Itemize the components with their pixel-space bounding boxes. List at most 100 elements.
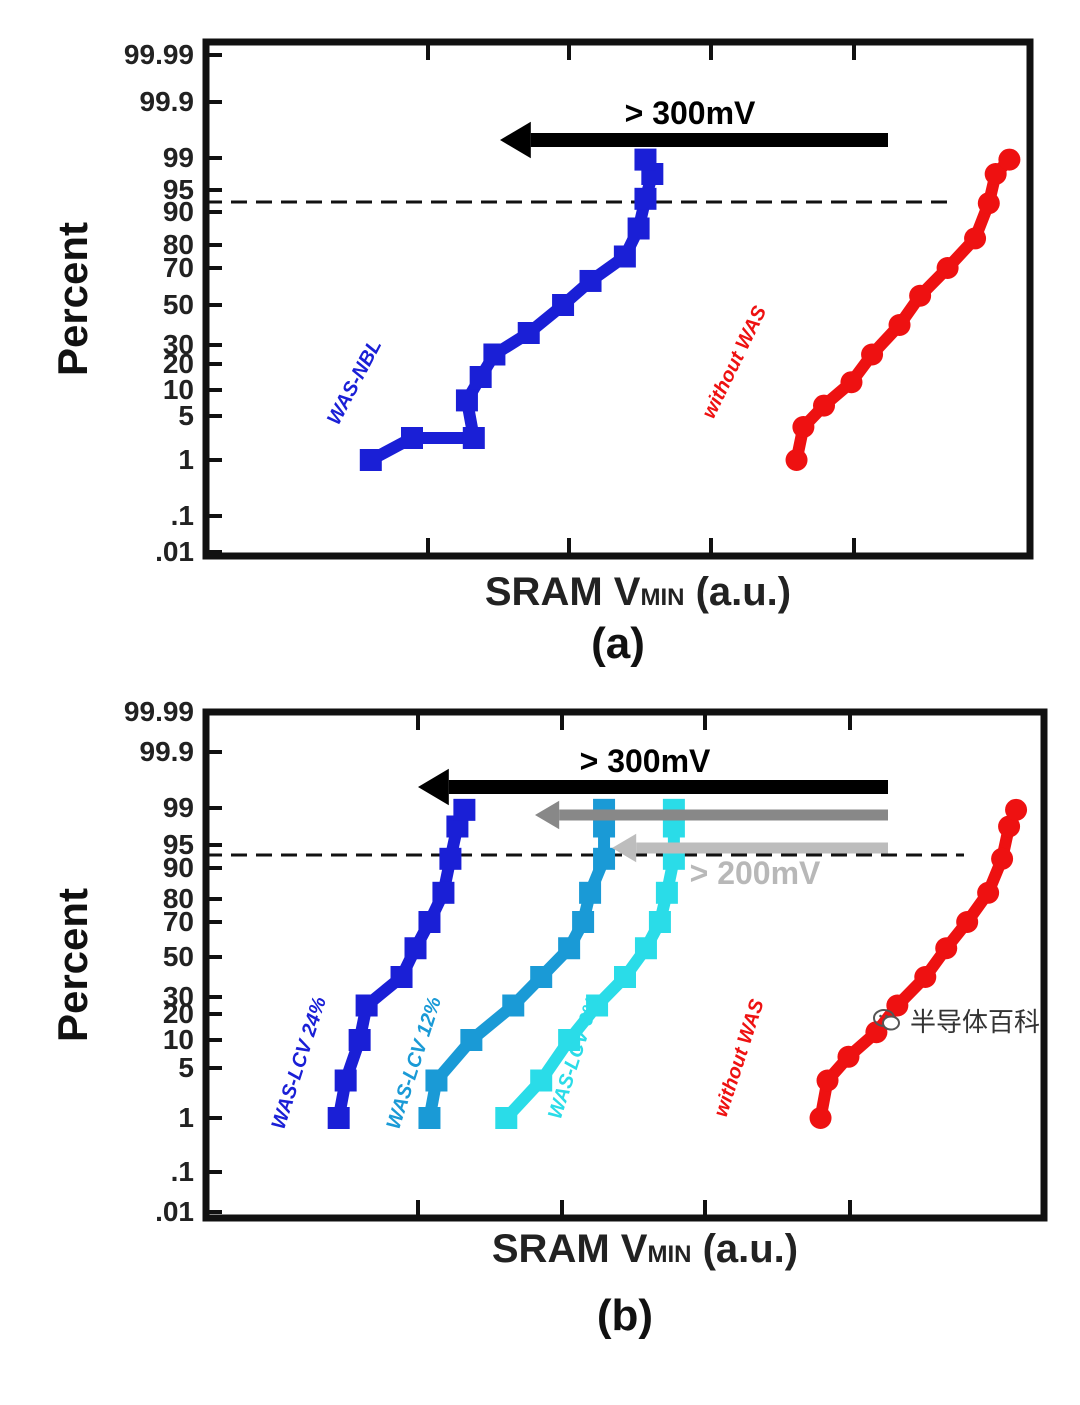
data-point [909, 284, 932, 307]
data-point [453, 798, 476, 821]
data-point [404, 937, 427, 960]
data-point [390, 966, 413, 988]
data-point [785, 449, 808, 471]
data-point [634, 148, 657, 171]
data-point [840, 371, 863, 394]
y-tick-label: 99 [163, 142, 194, 173]
y-tick-label: 95 [163, 174, 194, 205]
data-point [558, 937, 581, 960]
y-tick-label: 10 [163, 1024, 194, 1055]
y-tick-label: .01 [155, 1196, 194, 1227]
arrow-head [612, 833, 637, 863]
data-point [837, 1045, 860, 1068]
data-point [956, 911, 979, 933]
data-point [935, 937, 958, 960]
data-point [1005, 798, 1028, 821]
data-point [792, 416, 815, 438]
y-tick-label: 20 [163, 348, 194, 379]
data-point [446, 815, 469, 838]
y-tick-label: 90 [163, 196, 194, 227]
series-label: without WAS [698, 302, 772, 422]
data-point [460, 1029, 483, 1051]
data-point [469, 366, 492, 388]
series-label: WAS-LCV 24% [268, 994, 332, 1132]
y-tick-label: 70 [163, 252, 194, 283]
data-point [991, 847, 1014, 870]
y-tick-label: 99.9 [140, 86, 195, 117]
y-tick-label: 10 [163, 374, 194, 405]
data-point [634, 937, 657, 960]
data-point [558, 1029, 581, 1051]
y-tick-label: 30 [163, 329, 194, 360]
plot-frame [202, 38, 1034, 560]
plot-frame [202, 708, 1048, 1222]
annotation-label: > 300mV [580, 743, 711, 779]
y-tick-label: 1 [178, 444, 194, 475]
watermark-text: 半导体百科 [910, 1007, 1041, 1038]
data-point [977, 192, 1000, 215]
y-tick-label: 90 [163, 852, 194, 883]
data-point [627, 217, 650, 240]
y-tick-label: .01 [155, 536, 194, 567]
y-tick-label: 70 [163, 906, 194, 937]
series-was-lcv-12: WAS-LCV 12% [383, 798, 616, 1132]
data-point [348, 1029, 371, 1051]
data-point [502, 994, 525, 1017]
y-axis-label: Percent [49, 222, 96, 376]
y-tick-label: 20 [163, 998, 194, 1029]
wechat-icon [872, 1007, 902, 1033]
y-tick-label: 99 [163, 792, 194, 823]
data-point [662, 815, 685, 838]
panel-label: (b) [597, 1291, 653, 1340]
data-point [572, 911, 595, 933]
data-point [455, 389, 478, 412]
series-was-nbl: WAS-NBL [323, 148, 664, 471]
data-point [936, 257, 959, 279]
shift-arrow [500, 121, 888, 159]
y-tick-label: 80 [163, 883, 194, 914]
x-axis-label: SRAM VMIN (a.u.) [485, 570, 791, 614]
data-point [655, 881, 678, 904]
y-tick-label: 30 [163, 981, 194, 1012]
data-point [517, 322, 540, 344]
y-tick-label: 95 [163, 829, 194, 860]
y-tick-label: 5 [178, 400, 194, 431]
arrow-head [535, 800, 560, 830]
data-point [495, 1107, 518, 1129]
y-tick-label: 99.99 [124, 696, 194, 727]
data-point [984, 163, 1007, 185]
panel-label: (a) [591, 619, 645, 668]
data-point [355, 994, 378, 1017]
data-point [914, 966, 937, 988]
data-point [861, 343, 884, 366]
data-point [462, 427, 485, 449]
data-point [593, 815, 616, 838]
data-point [327, 1107, 350, 1129]
data-point [634, 187, 657, 210]
data-point [886, 994, 909, 1017]
series-line [367, 157, 659, 466]
y-tick-label: .1 [171, 1156, 194, 1187]
data-point [334, 1069, 357, 1092]
data-point [613, 245, 636, 268]
data-point [359, 449, 382, 471]
y-tick-label: 80 [163, 229, 194, 260]
x-axis-label: SRAM VMIN (a.u.) [492, 1227, 798, 1271]
data-point [418, 1107, 441, 1129]
data-point [530, 1069, 553, 1092]
shift-arrow [535, 800, 888, 830]
arrow-head [418, 768, 449, 806]
y-tick-label: 50 [163, 941, 194, 972]
y-tick-label: 5 [178, 1052, 194, 1083]
data-point [586, 994, 609, 1017]
y-tick-label: 99.99 [124, 39, 194, 70]
data-point [816, 1069, 839, 1092]
data-point [530, 966, 553, 988]
data-point [888, 314, 911, 336]
data-point [998, 148, 1021, 171]
data-point [401, 427, 423, 449]
data-point [579, 881, 602, 904]
annotation-label: > 300mV [625, 95, 756, 131]
